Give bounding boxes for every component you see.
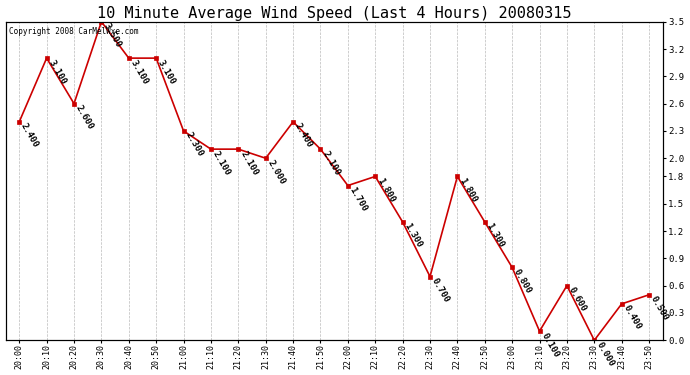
Text: 3.100: 3.100 <box>156 58 177 86</box>
Text: 2.100: 2.100 <box>211 149 232 177</box>
Text: Copyright 2008 CarMelWxe.com: Copyright 2008 CarMelWxe.com <box>9 27 138 36</box>
Text: 0.500: 0.500 <box>649 295 670 322</box>
Text: 3.100: 3.100 <box>47 58 68 86</box>
Text: 3.500: 3.500 <box>101 22 123 50</box>
Text: 0.100: 0.100 <box>540 331 561 359</box>
Text: 0.400: 0.400 <box>622 304 643 332</box>
Text: 2.100: 2.100 <box>320 149 342 177</box>
Text: 2.400: 2.400 <box>293 122 315 150</box>
Text: 1.300: 1.300 <box>485 222 506 250</box>
Text: 0.600: 0.600 <box>567 286 588 314</box>
Text: 2.600: 2.600 <box>74 104 95 131</box>
Text: 1.800: 1.800 <box>457 177 479 204</box>
Text: 0.700: 0.700 <box>430 277 451 304</box>
Text: 2.400: 2.400 <box>19 122 41 150</box>
Text: 1.300: 1.300 <box>403 222 424 250</box>
Text: 0.800: 0.800 <box>512 267 533 295</box>
Title: 10 Minute Average Wind Speed (Last 4 Hours) 20080315: 10 Minute Average Wind Speed (Last 4 Hou… <box>97 6 571 21</box>
Text: 2.300: 2.300 <box>184 131 205 159</box>
Text: 1.700: 1.700 <box>348 186 369 213</box>
Text: 2.000: 2.000 <box>266 158 287 186</box>
Text: 2.100: 2.100 <box>238 149 259 177</box>
Text: 0.000: 0.000 <box>594 340 615 368</box>
Text: 3.100: 3.100 <box>129 58 150 86</box>
Text: 1.800: 1.800 <box>375 177 397 204</box>
